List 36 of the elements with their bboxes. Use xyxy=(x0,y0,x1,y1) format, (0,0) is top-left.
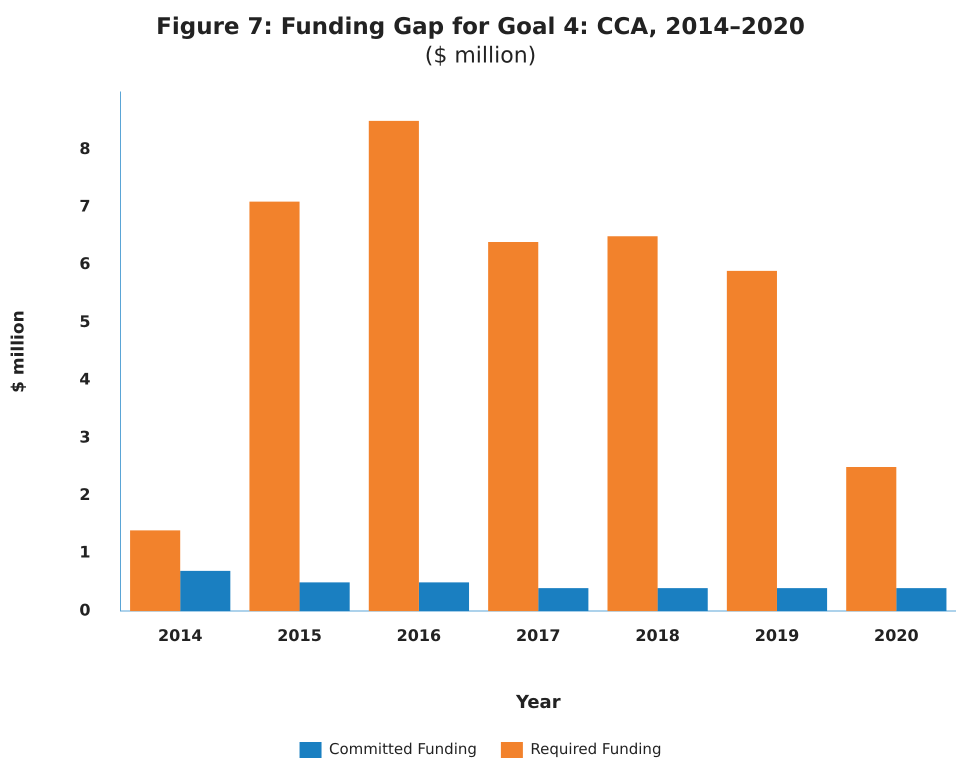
bar xyxy=(300,582,350,612)
x-tick-label: 2015 xyxy=(277,626,322,645)
y-tick-label: 1 xyxy=(79,542,91,562)
x-tick-label: 2014 xyxy=(158,626,202,645)
bar xyxy=(776,588,828,612)
y-tick-label: 7 xyxy=(79,196,91,216)
x-tick-label: 2018 xyxy=(635,626,680,645)
chart-subtitle: ($ million) xyxy=(424,44,536,69)
bar xyxy=(726,270,777,612)
y-tick-label: 5 xyxy=(79,312,91,331)
y-tick-label: 4 xyxy=(79,370,91,389)
y-tick-label: 3 xyxy=(79,427,91,446)
x-tick-label: 2017 xyxy=(516,626,561,645)
bar xyxy=(846,466,896,612)
legend-label: Required Funding xyxy=(530,740,662,758)
bar xyxy=(180,570,230,612)
bar xyxy=(488,242,538,612)
y-tick-label: 0 xyxy=(79,600,91,620)
bar xyxy=(607,236,658,612)
y-axis-title: $ million xyxy=(8,310,29,393)
bar xyxy=(658,588,708,612)
bar xyxy=(249,202,300,612)
y-tick-label: 6 xyxy=(79,254,91,274)
bar xyxy=(418,582,470,612)
x-tick-label: 2016 xyxy=(396,626,442,645)
y-tick-label: 8 xyxy=(79,138,91,158)
x-tick-label: 2019 xyxy=(754,626,800,645)
bar xyxy=(538,588,588,612)
bar xyxy=(368,120,419,612)
chart-title: Figure 7: Funding Gap for Goal 4: CCA, 2014–2020 xyxy=(156,14,805,40)
x-tick-label: 2020 xyxy=(874,626,919,645)
y-tick-label: 2 xyxy=(79,484,91,504)
bar xyxy=(130,530,180,612)
legend-label: Committed Funding xyxy=(329,740,477,758)
bar xyxy=(896,588,946,612)
x-axis-title: Year xyxy=(514,692,561,713)
